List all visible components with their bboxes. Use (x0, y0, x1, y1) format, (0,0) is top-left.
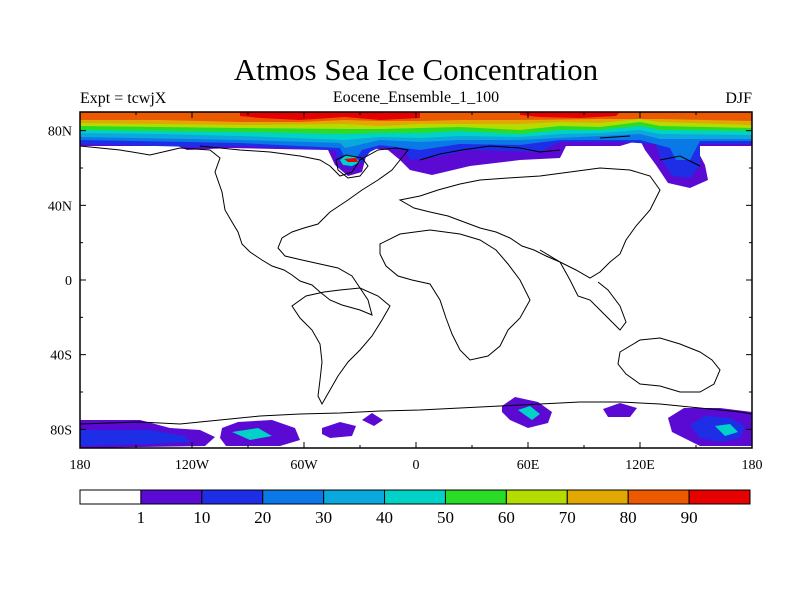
colorbar-swatch (323, 489, 386, 505)
antarctic-ice-cyan-2 (232, 428, 272, 440)
y-tick-label: 0 (65, 274, 72, 289)
season-label: DJF (725, 90, 752, 107)
arctic-ice-red-east (520, 112, 620, 118)
colorbar-swatch (384, 489, 446, 505)
colorbar: 1 10 20 30 40 50 60 70 80 90 (79, 489, 751, 527)
x-tick-label: 0 (413, 458, 420, 473)
y-tick-label: 80N (48, 125, 72, 140)
colorbar-swatch (140, 489, 203, 505)
colorbar-swatch (566, 489, 629, 505)
colorbar-label: 10 (193, 508, 210, 527)
antarctic-ice-blue-7 (690, 416, 745, 442)
colorbar-label: 1 (137, 508, 146, 527)
eurasia-coastline (398, 167, 661, 279)
colorbar-label: 70 (559, 508, 576, 527)
colorbar-swatch (444, 489, 507, 505)
x-tick-label: 120E (625, 458, 655, 473)
colorbar-label: 60 (498, 508, 515, 527)
africa-coastline (379, 229, 531, 361)
y-tick-label: 40S (50, 349, 72, 364)
colorbar-label: 40 (376, 508, 393, 527)
colorbar-swatch (627, 489, 690, 505)
x-tick-label: 120W (175, 458, 210, 473)
page-title: Atmos Sea Ice Concentration (233, 52, 599, 87)
latitude-axis: 80N 40N 0 40S 80S (48, 125, 752, 438)
antarctic-ice-cyan-7 (715, 424, 738, 436)
sea-ice-contours (80, 112, 752, 448)
colorbar-label: 20 (254, 508, 271, 527)
antarctic-ice-purple-3 (322, 422, 356, 438)
y-tick-label: 80S (50, 423, 72, 438)
longitude-axis: 180 120W 60W 0 60E 120E 180 (70, 112, 763, 473)
south-america-coastline (291, 287, 391, 406)
y-tick-label: 40N (48, 199, 72, 214)
x-tick-label: 60E (517, 458, 540, 473)
australia-coastline (617, 337, 721, 393)
coastlines (80, 135, 752, 425)
colorbar-swatch (688, 489, 751, 505)
colorbar-label: 50 (437, 508, 454, 527)
north-america-coastline (80, 145, 409, 316)
colorbar-swatch (262, 489, 325, 505)
antarctic-ice-cyan-5 (518, 406, 540, 420)
antarctica-coastline (80, 401, 752, 425)
antarctic-ice-purple-4 (362, 413, 383, 426)
experiment-label: Expt = tcwjX (80, 90, 167, 107)
antarctic-ice-purple-6 (603, 403, 637, 417)
ensemble-label: Eocene_Ensemble_1_100 (332, 89, 500, 106)
greenland-coastline (335, 154, 369, 179)
colorbar-swatch (79, 489, 142, 505)
greenland-ice-red (344, 158, 358, 162)
colorbar-swatch (201, 489, 264, 505)
arctic-islands-coastline (419, 135, 701, 167)
arctic-ice-red (240, 112, 420, 120)
colorbar-label: 90 (681, 508, 698, 527)
x-tick-label: 60W (290, 458, 318, 473)
south-asia-coastline (539, 249, 627, 331)
colorbar-label: 30 (315, 508, 332, 527)
colorbar-swatch (505, 489, 568, 505)
colorbar-label: 80 (620, 508, 637, 527)
antarctic-ice-blue-west (80, 430, 190, 446)
x-tick-label: 180 (70, 458, 91, 473)
x-tick-label: 180 (742, 458, 763, 473)
